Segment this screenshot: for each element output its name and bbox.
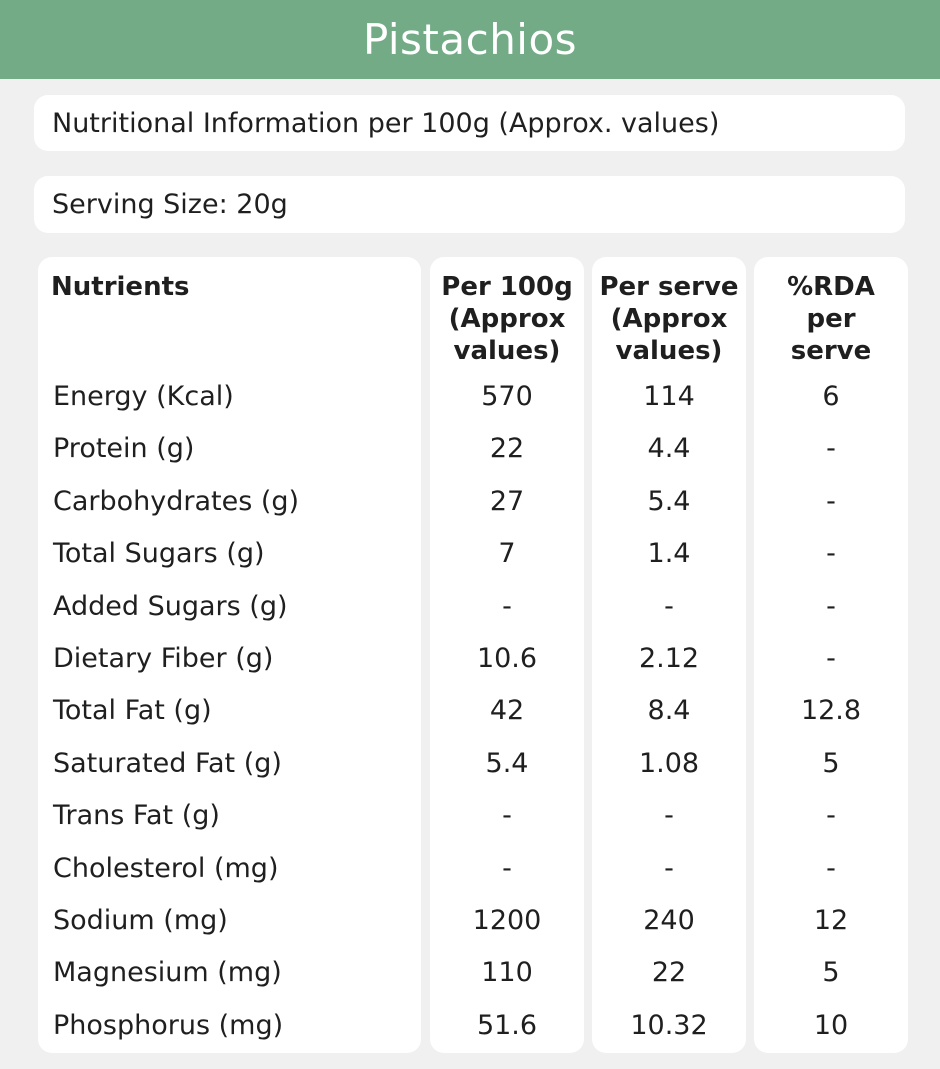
cell-per-serve: 1.4 [647,538,691,570]
cell-per100g: - [502,800,512,832]
cell-rda: - [826,538,836,570]
nutrients-column: Nutrients Energy (Kcal) Protein (g) Carboh… [38,257,421,1053]
column-header-per-100g: Per 100g (Approx values) [430,271,584,367]
header-line: Per 100g [441,272,573,302]
cell-rda: 12.8 [800,695,862,727]
cell-rda: - [826,590,836,622]
cell-rda: 6 [822,381,840,412]
cell-per-serve: 10.32 [630,1009,708,1041]
cell-rda: 12 [813,905,849,936]
cell-per-serve: 114 [643,381,695,412]
cell-per-serve: - [664,800,674,832]
header-line: (Approx [448,304,566,334]
title-banner: Pistachios [0,0,940,79]
cell-per100g: 7 [498,538,516,570]
cell-nutrient: Energy (Kcal) [53,381,234,412]
cell-nutrient: Protein (g) [53,433,195,465]
cell-rda: - [826,485,836,517]
column-header-nutrients: Nutrients [51,271,421,303]
cell-per100g: 42 [489,695,525,727]
header-line: values) [615,336,723,366]
header-line: Nutrients [51,272,190,302]
cell-per-serve: - [664,852,674,884]
cell-per-serve: 5.4 [647,485,691,517]
serving-size-box: Serving Size: 20g [34,176,905,233]
per-serve-column: Per serve (Approx values) 114 4.4 5.4 1.4 - 2… [592,257,746,1053]
cell-rda: 10 [813,1009,849,1041]
header-line: values) [453,336,561,366]
cell-per100g: 1200 [472,905,542,936]
cell-nutrient: Sodium (mg) [53,905,228,936]
nutrition-info-text: Nutritional Information per 100g (Approx… [52,107,720,139]
cell-nutrient: Total Sugars (g) [53,538,265,570]
cell-per-serve: 240 [643,905,695,936]
header-line: per [806,304,856,334]
cell-per100g: - [502,590,512,622]
header-line: Per serve [599,272,739,302]
rda-column: %RDA per serve 6 - - - - - 12.8 5 - - 12 5 10 [754,257,908,1053]
column-header-per-serve: Per serve (Approx values) [592,271,746,367]
cell-per-serve: 2.12 [638,643,700,674]
cell-per-serve: 4.4 [647,433,691,465]
cell-nutrient: Trans Fat (g) [53,800,220,832]
nutrition-info-box: Nutritional Information per 100g (Approx… [34,95,905,151]
cell-rda: - [826,433,836,465]
cell-rda: - [826,852,836,884]
cell-per100g: 570 [481,381,533,412]
cell-per100g: 5.4 [485,747,529,779]
cell-per-serve: - [664,590,674,622]
cell-rda: - [826,643,836,674]
cell-nutrient: Phosphorus (mg) [53,1009,284,1041]
cell-per-serve: 1.08 [638,747,700,779]
cell-rda: 5 [822,747,840,779]
cell-per100g: 110 [481,957,533,989]
cell-nutrient: Dietary Fiber (g) [53,643,274,674]
cell-per-serve: 8.4 [647,695,691,727]
header-line: %RDA [787,272,875,302]
cell-rda: - [826,800,836,832]
cell-per100g: - [502,852,512,884]
cell-per100g: 22 [489,433,525,465]
cell-nutrient: Saturated Fat (g) [53,747,282,779]
cell-nutrient: Total Fat (g) [53,695,212,727]
column-header-rda: %RDA per serve [754,271,908,367]
cell-per100g: 51.6 [476,1009,538,1041]
cell-rda: 5 [822,957,840,989]
cell-nutrient: Magnesium (mg) [53,957,282,989]
header-line: serve [790,336,872,366]
cell-per100g: 27 [489,485,525,517]
header-line: (Approx [610,304,728,334]
page-title: Pistachios [362,15,578,64]
cell-nutrient: Cholesterol (mg) [53,852,279,884]
cell-per100g: 10.6 [476,643,538,674]
serving-size-text: Serving Size: 20g [52,189,288,220]
per-100g-column: Per 100g (Approx values) 570 22 27 7 - 10.6 42… [430,257,584,1053]
cell-per-serve: 22 [651,957,687,989]
cell-nutrient: Carbohydrates (g) [53,485,300,517]
cell-nutrient: Added Sugars (g) [53,590,288,622]
